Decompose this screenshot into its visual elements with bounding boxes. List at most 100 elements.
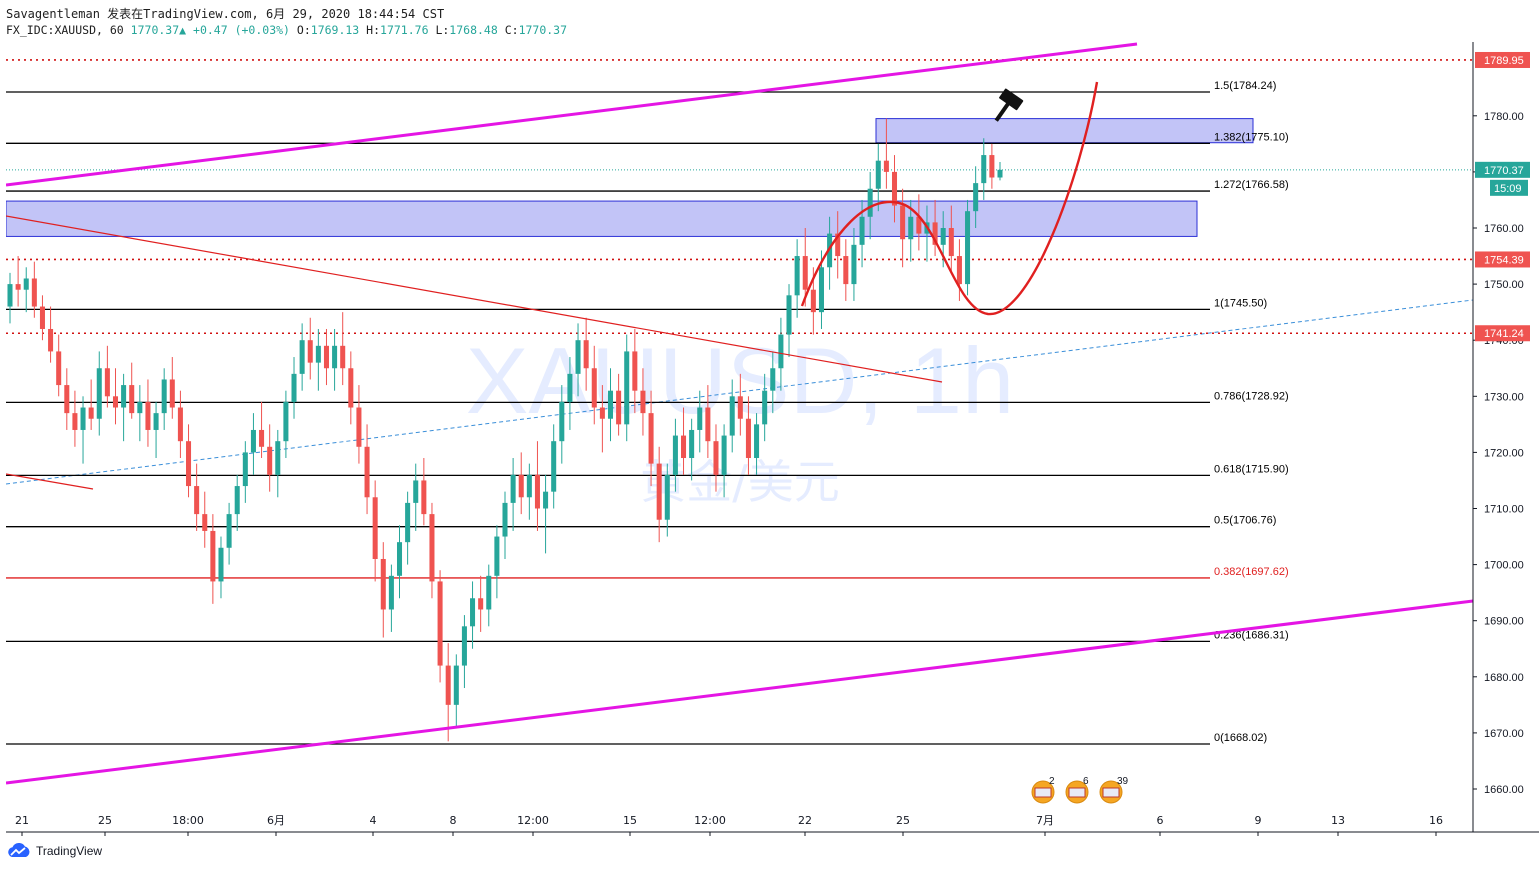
- candle[interactable]: [632, 328, 638, 414]
- candle[interactable]: [851, 228, 857, 301]
- candle[interactable]: [607, 368, 614, 442]
- candle[interactable]: [470, 581, 476, 649]
- candle[interactable]: [721, 424, 727, 498]
- candle[interactable]: [575, 323, 581, 397]
- candle[interactable]: [705, 385, 711, 459]
- candle[interactable]: [486, 564, 492, 627]
- candle[interactable]: [186, 424, 192, 498]
- candle[interactable]: [891, 155, 898, 223]
- candle[interactable]: [177, 390, 183, 459]
- candle[interactable]: [502, 491, 508, 559]
- candle[interactable]: [145, 379, 151, 447]
- candle[interactable]: [104, 345, 110, 408]
- candle[interactable]: [396, 525, 403, 599]
- candle[interactable]: [989, 143, 995, 189]
- candle[interactable]: [332, 328, 338, 391]
- candle[interactable]: [965, 199, 971, 296]
- candle[interactable]: [72, 390, 78, 447]
- candle[interactable]: [640, 368, 646, 436]
- event-flag-icon[interactable]: 6: [1065, 776, 1089, 804]
- candle[interactable]: [997, 162, 1003, 181]
- price-level-tag[interactable]: [1475, 325, 1530, 342]
- candle[interactable]: [405, 491, 411, 565]
- candle[interactable]: [7, 272, 13, 324]
- candle[interactable]: [559, 385, 565, 464]
- candle[interactable]: [681, 407, 687, 475]
- event-flag-icon[interactable]: 2: [1031, 776, 1055, 804]
- candle[interactable]: [15, 256, 21, 307]
- candle[interactable]: [672, 418, 678, 492]
- plot-area[interactable]: 1.5(1784.24) 1.382(1775.10) 1.272(1766.58)…: [6, 42, 1473, 785]
- candle[interactable]: [664, 463, 670, 537]
- candle[interactable]: [583, 317, 589, 391]
- candle[interactable]: [39, 295, 45, 341]
- descending-trendline[interactable]: [6, 215, 943, 383]
- candle[interactable]: [153, 401, 159, 459]
- candle[interactable]: [364, 424, 370, 515]
- symbol-name[interactable]: FX_IDC:XAUUSD,: [6, 23, 103, 37]
- candle[interactable]: [194, 463, 200, 531]
- candle[interactable]: [786, 284, 792, 358]
- price-level-tag[interactable]: [1475, 251, 1530, 268]
- candle[interactable]: [372, 480, 378, 582]
- descending-trendline-short[interactable]: [6, 473, 94, 490]
- candle[interactable]: [242, 441, 248, 503]
- candle[interactable]: [250, 413, 256, 475]
- channel-lower-line[interactable]: [6, 599, 1473, 785]
- candle[interactable]: [23, 267, 29, 313]
- candle[interactable]: [713, 424, 719, 492]
- candle[interactable]: [956, 239, 962, 301]
- candle[interactable]: [421, 458, 427, 526]
- candle[interactable]: [916, 194, 922, 251]
- candle[interactable]: [275, 429, 281, 498]
- candle[interactable]: [64, 368, 70, 430]
- candle[interactable]: [802, 228, 808, 307]
- candle[interactable]: [745, 396, 751, 475]
- candle[interactable]: [567, 357, 573, 430]
- candle[interactable]: [161, 368, 167, 430]
- candle[interactable]: [315, 328, 321, 391]
- candle[interactable]: [900, 188, 906, 268]
- candle[interactable]: [234, 474, 240, 531]
- candle[interactable]: [437, 570, 443, 683]
- candle[interactable]: [729, 379, 735, 453]
- projection-curve[interactable]: [800, 81, 1099, 316]
- candle[interactable]: [624, 334, 630, 442]
- candle[interactable]: [875, 143, 881, 212]
- candle[interactable]: [591, 345, 597, 425]
- candle[interactable]: [137, 385, 143, 442]
- candle[interactable]: [461, 615, 467, 689]
- candle[interactable]: [770, 351, 776, 414]
- candle[interactable]: [283, 390, 289, 459]
- candle[interactable]: [307, 317, 313, 380]
- candle[interactable]: [908, 199, 914, 262]
- candle[interactable]: [80, 396, 86, 464]
- candle[interactable]: [478, 575, 484, 632]
- candle[interactable]: [526, 463, 532, 520]
- candle[interactable]: [299, 323, 305, 391]
- candle[interactable]: [267, 424, 273, 492]
- candle[interactable]: [169, 357, 175, 419]
- candle[interactable]: [31, 261, 37, 318]
- candle[interactable]: [648, 390, 654, 487]
- candle[interactable]: [762, 373, 768, 442]
- candle[interactable]: [599, 385, 605, 453]
- candle[interactable]: [453, 654, 459, 728]
- candle[interactable]: [429, 502, 435, 599]
- last-price-tag[interactable]: [1475, 161, 1530, 178]
- resistance-zone-1[interactable]: [6, 200, 1198, 237]
- candle[interactable]: [510, 458, 516, 531]
- candle[interactable]: [121, 373, 127, 442]
- candle[interactable]: [543, 474, 549, 554]
- candle[interactable]: [129, 362, 135, 419]
- candle[interactable]: [794, 239, 800, 318]
- candle[interactable]: [413, 463, 419, 531]
- event-flag-icon[interactable]: 39: [1099, 776, 1129, 804]
- author-name[interactable]: Savagentleman: [6, 7, 100, 21]
- candle[interactable]: [494, 525, 500, 599]
- candle[interactable]: [210, 514, 216, 604]
- candle[interactable]: [835, 211, 841, 279]
- price-level-tag[interactable]: [1475, 51, 1530, 68]
- candle[interactable]: [56, 334, 62, 397]
